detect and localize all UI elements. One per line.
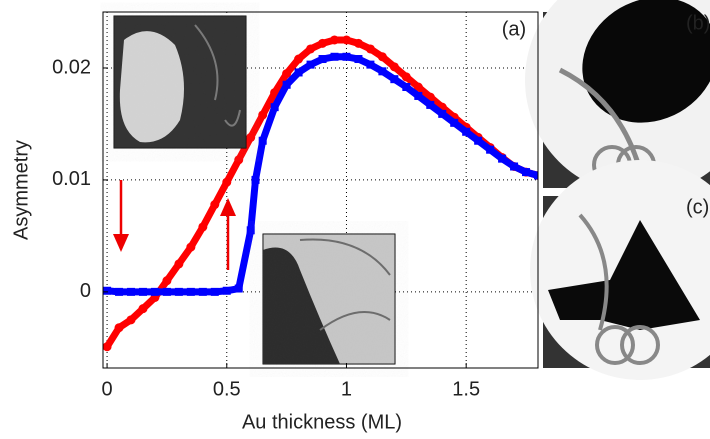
marker [174, 259, 184, 269]
marker [126, 315, 136, 325]
marker [114, 323, 124, 333]
marker [150, 287, 159, 296]
marker [522, 168, 531, 177]
marker [246, 132, 256, 142]
panel-image: (b) [525, 0, 710, 195]
marker [258, 110, 268, 120]
marker [210, 200, 220, 210]
marker [342, 52, 351, 61]
marker [282, 69, 292, 79]
marker [413, 82, 423, 92]
marker [234, 284, 243, 293]
y-tick-label: 0.01 [52, 168, 91, 190]
marker [198, 222, 208, 232]
panel-image: (c) [530, 160, 710, 380]
marker [138, 304, 148, 314]
x-tick-label: 0.5 [213, 378, 241, 400]
marker [294, 68, 303, 77]
marker [174, 287, 183, 296]
marker [426, 100, 435, 109]
y-tick-label: 0 [80, 280, 91, 302]
marker [510, 162, 519, 171]
marker [270, 103, 279, 112]
marker [306, 44, 316, 54]
marker [366, 60, 375, 69]
marker [210, 287, 219, 296]
x-axis-label: Au thickness (ML) [242, 411, 402, 433]
marker [222, 286, 231, 295]
x-tick-label: 0 [102, 378, 113, 400]
marker [318, 38, 328, 48]
marker [294, 54, 304, 64]
marker [377, 52, 387, 62]
marker [390, 75, 399, 84]
marker [222, 177, 232, 187]
marker [330, 52, 339, 61]
arrow [113, 180, 236, 270]
marker [402, 83, 411, 92]
ticks: 0 0.5 1 1.5 0 0.01 0.02 [52, 56, 480, 400]
marker [318, 55, 327, 64]
x-tick-label: 1.5 [452, 378, 480, 400]
marker [198, 287, 207, 296]
marker [282, 80, 291, 89]
marker [251, 175, 260, 184]
marker [234, 155, 244, 165]
marker [378, 67, 387, 76]
marker [162, 287, 171, 296]
marker [462, 127, 471, 136]
marker [353, 38, 363, 48]
marker [306, 60, 315, 69]
marker [450, 118, 459, 127]
marker [438, 109, 447, 118]
marker [330, 35, 340, 45]
marker [486, 145, 495, 154]
marker [162, 276, 172, 286]
marker [341, 35, 351, 45]
marker [389, 62, 399, 72]
marker [186, 287, 195, 296]
plot-frame [102, 11, 539, 369]
marker [186, 242, 196, 252]
marker [138, 287, 147, 296]
y-axis-label: Asymmetry [10, 140, 32, 240]
marker [246, 226, 255, 235]
marker [474, 136, 483, 145]
y-tick-label: 0.02 [52, 56, 91, 78]
marker [534, 171, 538, 180]
marker [103, 286, 112, 295]
panel-label: (b) [686, 12, 710, 34]
x-tick-label: 1 [341, 378, 352, 400]
panel-label: (c) [686, 196, 709, 218]
panel-label: (a) [502, 18, 526, 40]
marker [115, 287, 124, 296]
marker [498, 154, 507, 163]
inset-image [113, 15, 247, 149]
marker [414, 91, 423, 100]
marker [103, 342, 112, 352]
marker [270, 88, 280, 98]
marker [365, 44, 375, 54]
marker [401, 72, 411, 82]
inset-image [262, 233, 396, 365]
marker [258, 136, 267, 145]
marker [127, 287, 136, 296]
marker [354, 55, 363, 64]
plot-area [103, 35, 538, 352]
